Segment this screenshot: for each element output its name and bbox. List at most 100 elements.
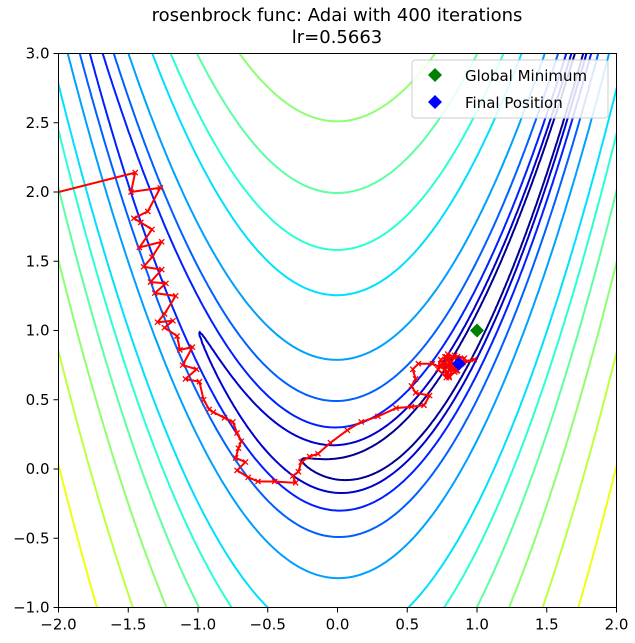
- path-point-marker: [221, 414, 228, 421]
- path-point-marker: [200, 396, 207, 403]
- y-tick-label: 3.0: [26, 45, 50, 63]
- legend-final-position-label: Final Position: [465, 94, 563, 112]
- path-point-marker: [234, 467, 241, 474]
- path-point-marker: [147, 278, 154, 286]
- x-tick-label: 2.0: [605, 616, 629, 634]
- x-tick-label: 0.0: [326, 616, 350, 634]
- path-point-marker: [374, 413, 382, 420]
- path-point-marker: [137, 219, 144, 226]
- path-point-marker: [426, 392, 433, 399]
- path-point-marker: [174, 332, 181, 340]
- path-point-marker: [271, 478, 278, 485]
- contour-level-1: [198, 53, 588, 494]
- y-tick-label: −1.0: [13, 599, 49, 617]
- path-point-marker: [314, 450, 322, 457]
- final-position-marker: [451, 356, 466, 371]
- contour-level-4: [66, 53, 611, 580]
- path-line: [58, 171, 476, 484]
- legend-global-minimum-marker: [428, 68, 442, 82]
- path-point-marker: [229, 418, 236, 425]
- marker-points: [451, 323, 484, 371]
- path-point-marker: [327, 439, 334, 446]
- path-point-marker: [172, 292, 179, 299]
- path-point-marker: [437, 362, 444, 369]
- path-point-marker: [127, 188, 135, 196]
- contour-level-10: [58, 460, 617, 608]
- y-tick-label: 1.5: [26, 252, 50, 270]
- path-point-marker: [434, 366, 441, 373]
- chart-title: rosenbrock func: Adai with 400 iteration…: [152, 5, 523, 26]
- path-point-marker: [298, 459, 305, 466]
- path-point-marker: [161, 310, 168, 317]
- path-point-marker: [409, 366, 416, 373]
- x-tick-label: −1.0: [180, 616, 216, 634]
- path-point-marker: [412, 389, 419, 396]
- path-point-marker: [254, 478, 262, 485]
- path-point-marker: [451, 352, 458, 359]
- path-point-marker: [245, 474, 252, 481]
- path-point-marker: [461, 355, 468, 362]
- path-point-marker: [162, 280, 169, 287]
- x-tick-label: −0.5: [250, 616, 286, 634]
- path-point-marker: [446, 374, 453, 381]
- x-axis: −2.0 −1.5 −1.0 −0.5 0.0 0.5 1.0 1.5 2.0: [40, 607, 629, 634]
- path-point-marker: [289, 472, 296, 479]
- path-point-marker: [344, 427, 351, 434]
- x-tick-label: −1.5: [110, 616, 146, 634]
- contour-level-9: [58, 346, 617, 608]
- contour-level-7: [58, 53, 617, 608]
- path-point-marker: [196, 378, 203, 385]
- path-point-marker: [242, 459, 249, 466]
- path-point-marker: [158, 238, 165, 245]
- path-point-marker: [182, 375, 189, 383]
- path-point-marker: [148, 226, 156, 233]
- y-tick-label: 0.0: [26, 460, 50, 478]
- path-point-marker: [136, 244, 143, 251]
- path-point-marker: [444, 368, 451, 376]
- contour-level-6: [58, 53, 617, 608]
- path-point-marker: [179, 362, 186, 369]
- path-point-marker: [189, 344, 196, 351]
- path-point-marker: [193, 366, 200, 373]
- path-point-marker: [444, 350, 451, 358]
- path-point-marker: [358, 418, 365, 425]
- x-tick-label: −2.0: [40, 616, 76, 634]
- path-point-marker: [169, 317, 176, 324]
- path-point-marker: [429, 360, 436, 367]
- path-point-marker: [471, 356, 478, 363]
- path-point-marker: [443, 362, 450, 369]
- legend-global-minimum-label: Global Minimum: [465, 67, 587, 85]
- path-point-marker: [151, 290, 158, 297]
- y-tick-label: 2.5: [26, 114, 50, 132]
- y-tick-label: 2.0: [26, 183, 50, 201]
- path-point-marker: [130, 215, 137, 222]
- path-point-marker: [234, 429, 241, 437]
- path-point-marker: [446, 373, 453, 380]
- path-point-marker: [148, 254, 156, 261]
- path-point-marker: [295, 468, 302, 475]
- path-point-marker: [206, 406, 213, 413]
- legend: Global Minimum Final Position: [411, 59, 609, 119]
- y-tick-label: 0.5: [26, 391, 50, 409]
- y-tick-label: −0.5: [13, 529, 49, 547]
- chart-subtitle: lr=0.5663: [292, 27, 382, 48]
- path-point-marker: [232, 454, 239, 461]
- optimizer-path: [58, 169, 478, 486]
- path-point-marker: [132, 169, 139, 176]
- path-point-marker: [176, 346, 183, 353]
- x-tick-label: 1.0: [465, 616, 489, 634]
- legend-final-position-marker: [428, 95, 442, 109]
- path-point-marker: [437, 356, 444, 363]
- contour-lines: [58, 53, 617, 608]
- path-point-marker: [210, 409, 217, 416]
- path-point-marker: [292, 479, 299, 486]
- path-point-marker: [144, 208, 151, 215]
- path-point-marker: [408, 403, 415, 410]
- global-minimum-marker: [470, 323, 484, 338]
- x-tick-label: 1.5: [535, 616, 559, 634]
- legend-box: [411, 59, 609, 119]
- path-point-marker: [420, 402, 428, 409]
- path-point-marker: [408, 382, 415, 389]
- x-tick-label: 0.5: [395, 616, 419, 634]
